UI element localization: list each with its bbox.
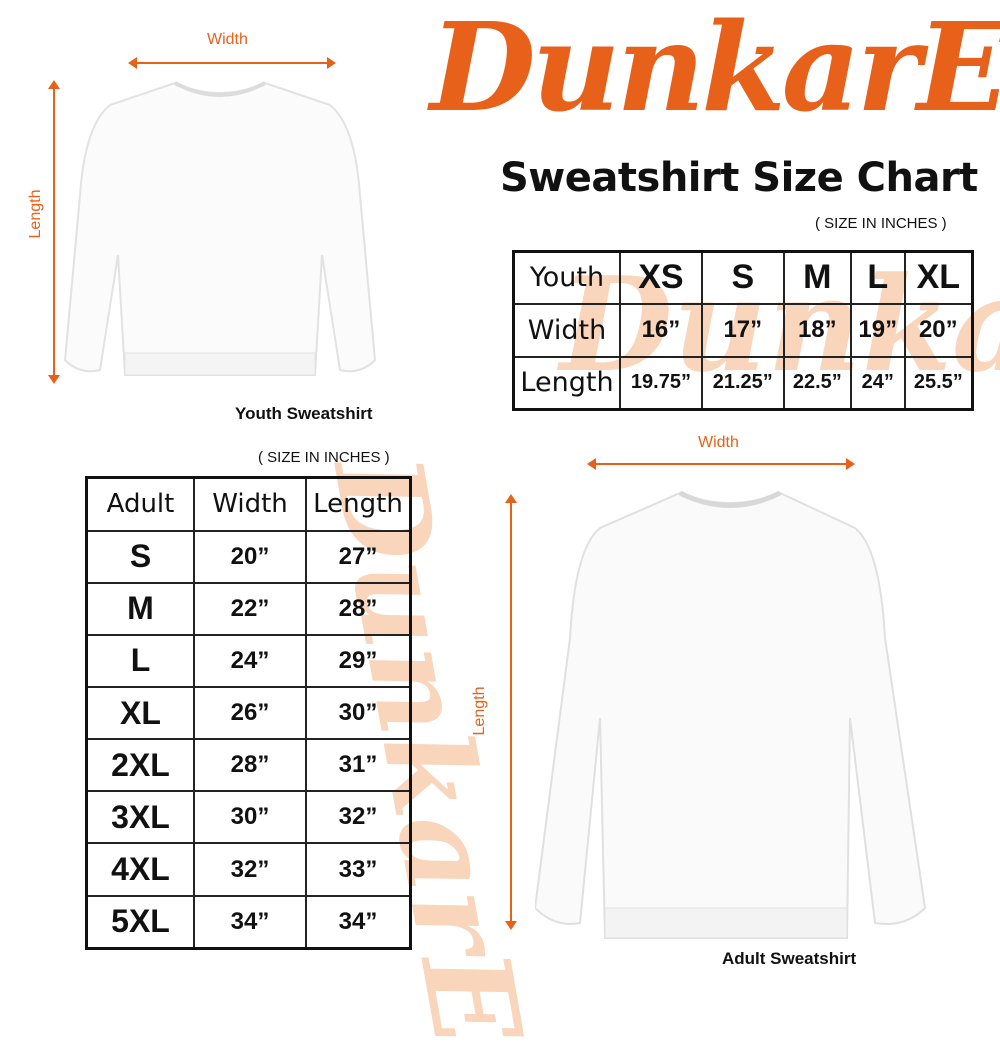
adult-length-arrow [505,494,517,930]
table-row: 4XL 32” 33” [85,842,412,897]
youth-sweatshirt-image [63,81,377,376]
table-cell: 18” [782,302,852,358]
table-cell: 20” [193,529,307,584]
table-row: L 24” 29” [85,633,412,688]
header-cell: XL [903,250,974,305]
header-cell: Width [193,476,307,532]
table-cell: 28” [193,738,307,793]
adult-length-label: Length [471,686,488,736]
table-cell: 29” [305,633,412,688]
header-cell: S [700,250,785,305]
table-cell: 27” [305,529,412,584]
youth-size-table: Youth XS S M L XL Width 16” 17” 18” 19” … [512,250,974,411]
header-cell: Adult [85,476,195,532]
table-cell: 17” [700,302,785,358]
table-cell: 16” [619,302,703,358]
table-cell: 22.5” [782,355,852,411]
table-cell: 22” [193,581,307,636]
table-cell: 31” [305,738,412,793]
table-cell: 30” [193,790,307,845]
row-label: 4XL [85,842,195,897]
table-row: XL 26” 30” [85,685,412,741]
header-cell: L [849,250,906,305]
row-label: 5XL [85,894,195,950]
table-header-row: Adult Width Length [85,476,412,532]
row-label: Width [512,302,621,358]
header-cell: Length [305,476,412,532]
row-label: S [85,529,195,584]
header-cell: XS [619,250,703,305]
row-label: L [85,633,195,688]
adult-units-note: ( SIZE IN INCHES ) [258,449,390,466]
youth-length-label: Length [27,189,44,239]
table-cell: 28” [305,581,412,636]
table-cell: 24” [849,355,906,411]
table-row: Length 19.75” 21.25” 22.5” 24” 25.5” [512,355,974,411]
table-row: 5XL 34” 34” [85,894,412,950]
adult-caption: Adult Sweatshirt [722,949,857,968]
table-cell: 21.25” [700,355,785,411]
row-label: M [85,581,195,636]
row-label: 3XL [85,790,195,845]
adult-width-label: Width [698,434,739,451]
header-cell: Youth [512,250,621,305]
table-cell: 34” [305,894,412,950]
table-cell: 19.75” [619,355,703,411]
row-label: 2XL [85,738,195,793]
table-row: Width 16” 17” 18” 19” 20” [512,302,974,358]
adult-size-table: Adult Width Length S 20” 27” M 22” 28” L 24” 2… [85,476,412,950]
youth-width-arrow [128,57,336,69]
row-label: Length [512,355,621,411]
table-row: 3XL 30” 32” [85,790,412,845]
row-label: XL [85,685,195,741]
adult-width-arrow [587,458,855,470]
page-title: Sweatshirt Size Chart [500,155,978,201]
table-cell: 34” [193,894,307,950]
table-row: 2XL 28” 31” [85,738,412,793]
table-cell: 32” [193,842,307,897]
adult-sweatshirt-image [535,490,927,939]
youth-width-label: Width [207,31,248,48]
table-cell: 25.5” [903,355,974,411]
table-header-row: Youth XS S M L XL [512,250,974,305]
table-cell: 26” [193,685,307,741]
youth-caption: Youth Sweatshirt [235,404,373,423]
youth-units-note: ( SIZE IN INCHES ) [815,215,947,232]
youth-length-arrow [48,80,60,384]
brand-logo: DunkarE [430,0,1000,139]
table-row: M 22” 28” [85,581,412,636]
table-cell: 30” [305,685,412,741]
table-cell: 33” [305,842,412,897]
table-cell: 24” [193,633,307,688]
table-cell: 32” [305,790,412,845]
table-row: S 20” 27” [85,529,412,584]
header-cell: M [782,250,852,305]
table-cell: 20” [903,302,974,358]
table-cell: 19” [849,302,906,358]
